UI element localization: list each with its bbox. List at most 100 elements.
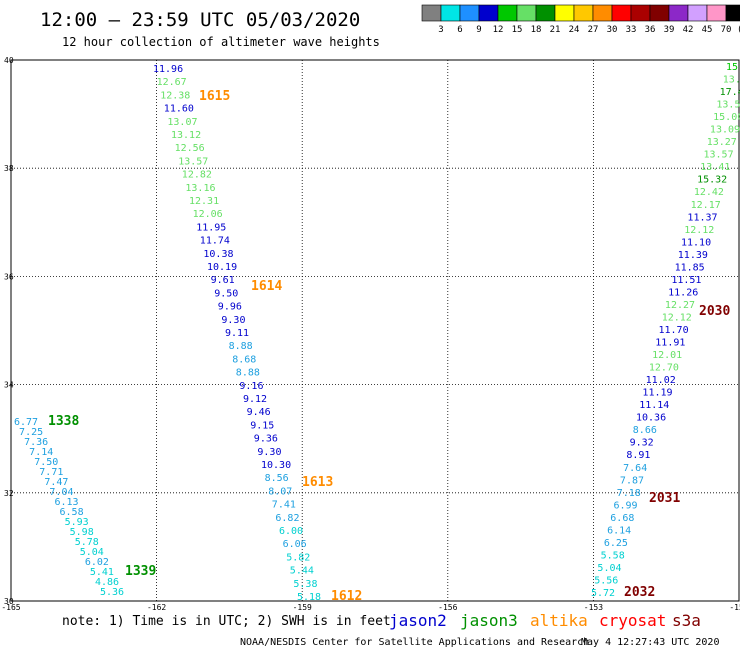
scale-swatch xyxy=(478,4,499,22)
scale-tick-label: 15 xyxy=(512,25,523,35)
satellite-passes: 11.9612.6712.3811.6013.0713.1212.5613.57… xyxy=(14,62,740,603)
wave-height-value: 5.18 xyxy=(297,592,321,603)
lat-tick-label: 36 xyxy=(4,272,14,281)
wave-height-value: 9.30 xyxy=(257,447,281,458)
lat-tick-label: 30 xyxy=(4,597,14,606)
wave-height-value: 8.56 xyxy=(265,473,289,484)
scale-tick-label: 12 xyxy=(493,25,504,35)
pass-time-label: 1615 xyxy=(199,89,230,104)
scale-tick-label: 3 xyxy=(438,25,443,35)
wave-height-value: 13.12 xyxy=(171,130,201,141)
wave-height-value: 7.87 xyxy=(620,475,644,486)
footer-credit: NOAA/NESDIS Center for Satellite Applica… xyxy=(240,637,589,648)
map-frame xyxy=(10,59,740,602)
pass-time-label: 1339 xyxy=(125,564,156,579)
wave-height-value: 8.88 xyxy=(229,341,253,352)
wave-height-value: 13.07 xyxy=(167,117,197,128)
pass-time-label: 1612 xyxy=(331,589,362,604)
wave-height-value: 5.04 xyxy=(597,563,621,574)
pass-time-label: 1338 xyxy=(48,414,79,429)
wave-height-value: 6.77 xyxy=(14,417,38,428)
scale-tick-label: 24 xyxy=(569,25,580,35)
wave-height-value: 5.36 xyxy=(100,587,124,598)
lon-tick-label: -156 xyxy=(438,603,457,612)
wave-height-value: 9.96 xyxy=(218,302,242,313)
lon-tick-label: -153 xyxy=(584,603,603,612)
wave-height-value: 7.47 xyxy=(44,477,68,488)
wave-height-value: 5.82 xyxy=(286,552,310,563)
wave-height-value: 5.41 xyxy=(90,567,114,578)
wave-height-value: 10.19 xyxy=(207,262,237,273)
wave-height-value: 9.50 xyxy=(214,288,238,299)
lon-tick-label: -162 xyxy=(147,603,166,612)
pass-time-label: 2032 xyxy=(624,585,655,600)
scale-tick-label: 70 xyxy=(721,25,732,35)
map-title: 12:00 – 23:59 UTC 05/03/2020 xyxy=(40,9,360,31)
satellite-legend-altika: altika xyxy=(530,611,588,630)
scale-swatch xyxy=(516,4,537,22)
scale-swatch xyxy=(440,4,461,22)
wave-height-value: 13.09 xyxy=(710,125,740,136)
wave-height-value: 5.72 xyxy=(591,588,615,599)
scale-swatch xyxy=(497,4,518,22)
wave-height-value: 6.25 xyxy=(604,538,628,549)
scale-tick-label: 21 xyxy=(550,25,561,35)
wave-height-value: 13. xyxy=(723,75,740,86)
wave-height-value: 5.56 xyxy=(594,575,618,586)
wave-height-value: 9.15 xyxy=(250,420,274,431)
wave-height-value: 13.41 xyxy=(700,162,730,173)
wave-height-value: 12.31 xyxy=(189,196,219,207)
wave-height-value: 6.06 xyxy=(283,539,307,550)
lat-lon-grid xyxy=(11,60,739,601)
wave-height-value: 15.00 xyxy=(713,112,740,123)
footer: note: 1) Time is in UTC; 2) SWH is in fe… xyxy=(62,611,719,648)
wave-height-value: 12.67 xyxy=(157,77,187,88)
scale-tick-label: 27 xyxy=(588,25,599,35)
wave-height-value: 11.39 xyxy=(678,250,708,261)
lon-tick-label: -159 xyxy=(293,603,312,612)
wave-height-value: 12.82 xyxy=(182,170,212,181)
scale-swatch xyxy=(573,4,594,22)
scale-tick-label: 36 xyxy=(645,25,656,35)
axis-tick-labels: -165 -162 -159 -156 -153 -150 40 38 36 34 32 30 xyxy=(1,56,740,612)
lat-tick-label: 34 xyxy=(4,381,14,390)
wave-height-value: 12.70 xyxy=(649,363,679,374)
scale-swatch xyxy=(459,4,480,22)
wave-height-value: 8.88 xyxy=(236,368,260,379)
footer-timestamp: May 4 12:27:43 UTC 2020 xyxy=(581,637,719,648)
wave-height-value: 6.68 xyxy=(610,513,634,524)
wave-height-value: 11.10 xyxy=(681,237,711,248)
wave-height-value: 13.5 xyxy=(716,100,740,111)
footer-note: note: 1) Time is in UTC; 2) SWH is in fe… xyxy=(62,614,391,629)
scale-swatch xyxy=(611,4,632,22)
wave-height-value: 13.27 xyxy=(707,137,737,148)
scale-swatch xyxy=(535,4,556,22)
wave-height-value: 7.18 xyxy=(617,488,641,499)
wave-height-value: 11.95 xyxy=(196,222,226,233)
scale-swatch xyxy=(630,4,651,22)
wave-height-value: 9.16 xyxy=(239,381,263,392)
wave-height-value: 6.00 xyxy=(279,526,303,537)
wave-height-value: 15 xyxy=(726,62,738,73)
wave-height-value: 10.36 xyxy=(636,413,666,424)
wave-height-value: 12.17 xyxy=(691,200,721,211)
wave-height-value: 8.91 xyxy=(626,450,650,461)
scale-tick-label: 30 xyxy=(607,25,618,35)
wave-height-value: 6.13 xyxy=(54,497,78,508)
wave-height-value: 15.32 xyxy=(697,175,727,186)
scale-tick-label: 39 xyxy=(664,25,675,35)
scale-swatch xyxy=(649,4,670,22)
wave-height-value: 5.44 xyxy=(290,566,314,577)
wave-height-value: 7.25 xyxy=(19,427,43,438)
scale-tick-label: 42 xyxy=(683,25,694,35)
scale-swatch xyxy=(687,4,708,22)
satellite-legend-cryosat: cryosat xyxy=(599,611,666,630)
lat-tick-label: 40 xyxy=(4,56,14,65)
pass-time-labels: 1615 1614 1613 1612 1338 1339 2030 2031 2032 xyxy=(48,89,730,604)
wave-height-value: 11.14 xyxy=(639,400,669,411)
wave-height-value: 12.42 xyxy=(694,187,724,198)
scale-swatch xyxy=(421,4,442,22)
wave-height-value: 11.26 xyxy=(668,287,698,298)
